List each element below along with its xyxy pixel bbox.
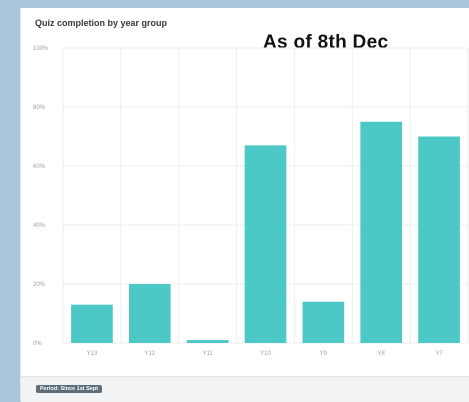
bar-y11[interactable] bbox=[186, 340, 229, 343]
chart-footer: Period: Since 1st Sept bbox=[21, 376, 469, 402]
bar-y12[interactable] bbox=[128, 284, 171, 343]
bar-y10[interactable] bbox=[244, 145, 287, 343]
x-tick-label-y7: Y7 bbox=[435, 351, 443, 357]
x-tick-label-y11: Y11 bbox=[203, 351, 214, 357]
chart-card: Quiz completion by year group As of 8th … bbox=[20, 8, 469, 402]
bar-y13[interactable] bbox=[71, 304, 113, 343]
x-tick-label-y8: Y8 bbox=[378, 351, 386, 357]
bar-y8[interactable] bbox=[360, 121, 403, 343]
y-tick-label: 20% bbox=[33, 282, 46, 288]
bar-y7[interactable] bbox=[418, 136, 460, 344]
bar-y9[interactable] bbox=[302, 301, 345, 343]
chart-title: Quiz completion by year group bbox=[35, 18, 168, 28]
period-badge[interactable]: Period: Since 1st Sept bbox=[36, 385, 103, 393]
x-tick-label-y10: Y10 bbox=[260, 351, 271, 357]
x-tick-label-y9: Y9 bbox=[320, 351, 328, 357]
y-tick-label: 80% bbox=[33, 105, 46, 111]
x-tick-label-y13: Y13 bbox=[87, 351, 98, 357]
y-tick-label: 100% bbox=[33, 46, 49, 52]
y-tick-label: 0% bbox=[33, 341, 42, 347]
y-tick-label: 60% bbox=[33, 164, 46, 170]
x-tick-label-y12: Y12 bbox=[144, 351, 155, 357]
y-tick-label: 40% bbox=[33, 223, 46, 229]
bar-chart: 0% 20% 40% 60% 80% 100% Y13 Y12 Y11 Y10 Y9 Y8 Y7 bbox=[33, 46, 469, 357]
